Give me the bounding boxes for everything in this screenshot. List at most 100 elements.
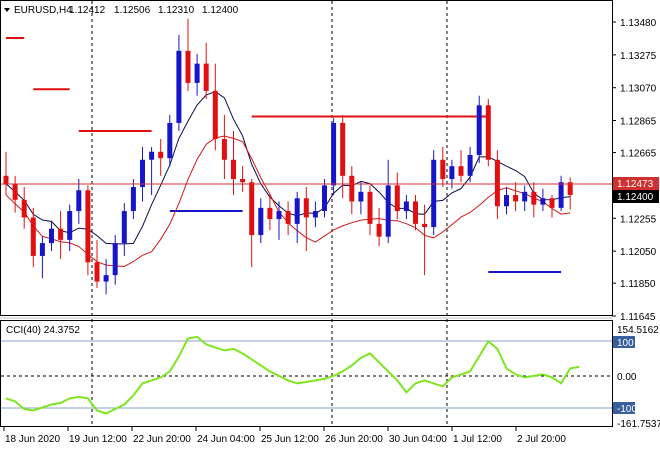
header-open: 1.12412 <box>69 5 106 16</box>
price-tick-label: 1.13275 <box>620 51 657 62</box>
candle <box>467 146 473 183</box>
candle <box>322 179 327 218</box>
time-axis: 18 Jun 2020 19 Jun 12:00 22 Jun 20:00 24 Ju… <box>3 426 566 445</box>
candle <box>176 34 182 131</box>
bid-price-box <box>613 177 659 190</box>
time-label: 30 Jun 04:00 <box>389 434 447 445</box>
candle-body <box>340 122 346 176</box>
candle <box>494 150 500 220</box>
candle-body <box>531 191 537 205</box>
candle-body <box>549 198 555 208</box>
main-pane-frame <box>0 0 613 316</box>
price-tick-label: 1.11850 <box>620 279 656 290</box>
candle-body <box>303 198 309 218</box>
candle <box>103 259 109 295</box>
candle-body <box>176 50 182 123</box>
price-tick-label: 1.13480 <box>620 18 657 29</box>
candle-body <box>331 122 337 186</box>
candle <box>376 207 382 247</box>
candle <box>303 187 309 252</box>
time-label: 1 Jul 12:00 <box>453 434 502 445</box>
candle <box>331 118 337 196</box>
candle <box>221 114 227 180</box>
candle-body <box>504 195 509 207</box>
time-separators <box>91 1 448 426</box>
candle <box>522 185 528 212</box>
cci-series <box>5 335 580 415</box>
price-tick-label: 1.12865 <box>620 117 657 128</box>
candle <box>249 179 255 268</box>
candle-body <box>367 191 373 224</box>
candle <box>158 138 164 176</box>
candle <box>312 201 318 228</box>
time-label: 18 Jun 2020 <box>5 434 60 445</box>
candle <box>30 207 36 268</box>
candle-body <box>21 199 27 218</box>
bid-price-label: 1.12473 <box>617 179 654 190</box>
candle-body <box>67 211 73 240</box>
candle-body <box>149 151 155 160</box>
candle <box>504 187 509 215</box>
candle <box>194 54 200 96</box>
candle-body <box>567 182 573 196</box>
candle-body <box>76 190 82 212</box>
candle-body <box>12 183 18 200</box>
candle-body <box>494 159 500 207</box>
header-close: 1.12400 <box>202 5 239 16</box>
candle-body <box>130 187 136 212</box>
cci-tick-label: 100 <box>617 338 634 349</box>
candle-body <box>30 217 36 256</box>
cci-tick-label: 0.00 <box>617 372 637 383</box>
candle-body <box>449 166 455 180</box>
candle-body <box>85 190 91 263</box>
candle-body <box>385 185 391 237</box>
candle <box>285 201 291 236</box>
candle <box>58 211 64 260</box>
candle <box>121 203 127 256</box>
indicator-title: CCI(40) 24.3752 <box>6 325 80 336</box>
candle <box>140 146 145 202</box>
candle <box>549 195 555 218</box>
candle <box>112 235 118 285</box>
candle <box>403 195 409 220</box>
candle-body <box>58 228 64 240</box>
candle-body <box>422 223 428 228</box>
candle <box>185 18 191 91</box>
price-tick-label: 1.11645 <box>620 312 656 323</box>
last-price-label: 1.12400 <box>617 192 654 203</box>
candle <box>567 177 573 210</box>
candle-body <box>194 63 200 83</box>
candle-body <box>249 182 255 236</box>
candle <box>485 98 491 167</box>
candle-body <box>3 175 9 184</box>
candle <box>203 42 209 99</box>
candle-body <box>49 228 54 244</box>
candle-body <box>240 179 246 183</box>
time-label: 19 Jun 12:00 <box>69 434 127 445</box>
candle <box>385 159 391 244</box>
candle <box>349 166 355 215</box>
cci-tick-label: 154.5162 <box>617 325 659 336</box>
candle-body <box>431 159 437 228</box>
candle-body <box>267 207 273 220</box>
candle <box>267 195 273 231</box>
cci-tick-label: -100 <box>617 404 637 415</box>
candle-body <box>312 211 318 218</box>
last-price-box <box>613 190 659 203</box>
candle <box>367 185 373 236</box>
candle-body <box>476 105 482 155</box>
candle <box>130 179 136 220</box>
candle <box>294 191 300 244</box>
candle <box>3 151 9 196</box>
candle <box>94 239 100 288</box>
candle-body <box>394 185 400 212</box>
indicator-axis: 154.5162 100 0.00 -100 -161.7537 <box>613 325 660 430</box>
dropdown-triangle-icon[interactable] <box>4 8 10 12</box>
candle <box>12 175 18 213</box>
candle <box>513 182 519 212</box>
header-symbol: EURUSD,H4 <box>14 5 72 16</box>
header-high: 1.12506 <box>114 5 151 16</box>
price-tick-label: 1.12050 <box>620 247 657 258</box>
time-label: 26 Jun 20:00 <box>325 434 383 445</box>
